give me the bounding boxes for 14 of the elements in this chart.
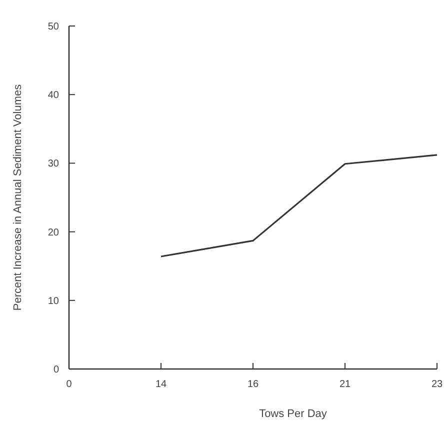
- y-tick-label: 10: [48, 296, 60, 307]
- x-tick-label: 21: [339, 379, 351, 390]
- line-series: [160, 154, 438, 258]
- y-tick-label: 40: [48, 90, 60, 102]
- y-tick-label: 50: [48, 22, 60, 32]
- y-tick-label: 0: [53, 364, 60, 376]
- y-tick-label: 20: [48, 227, 60, 238]
- x-tick-label: 0: [66, 379, 72, 390]
- y-tick-label: 30: [48, 158, 60, 170]
- x-tick-label: 14: [155, 379, 167, 390]
- x-tick-label: 16: [247, 379, 259, 390]
- x-tick-label: 23: [431, 379, 443, 390]
- x-axis-title: Tows Per Day: [259, 408, 328, 420]
- y-axis-title: Percent Increase in Annual Sediment Volumes: [12, 84, 24, 311]
